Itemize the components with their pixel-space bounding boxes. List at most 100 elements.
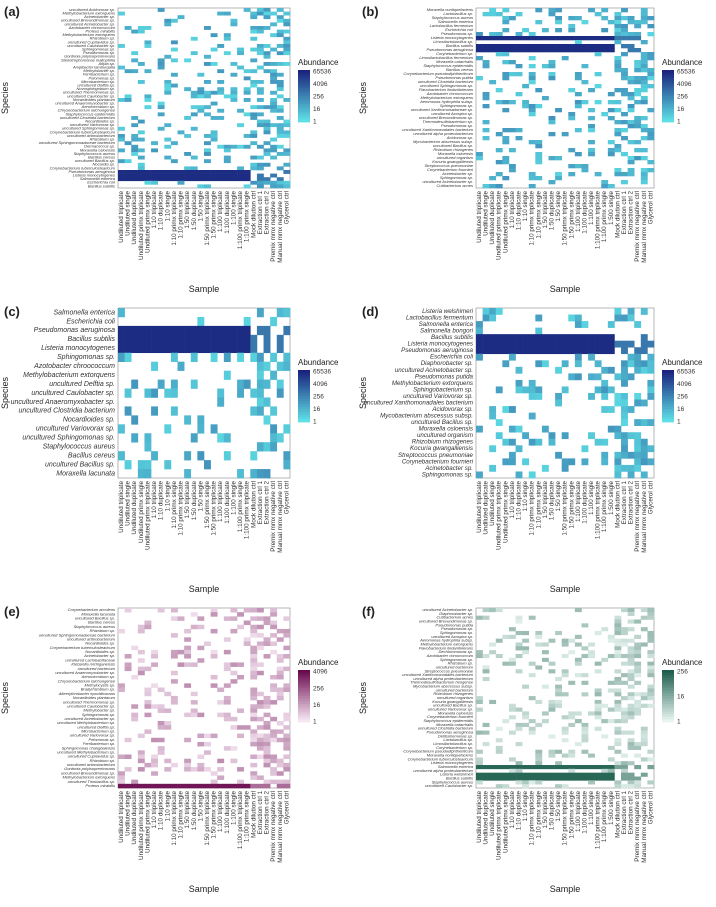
y-tick-label: Kocuria gwangalliensis — [410, 445, 473, 452]
heatmap-cell — [607, 768, 615, 773]
heatmap-cell — [243, 134, 251, 138]
heatmap-cell — [568, 24, 576, 29]
heatmap-cell — [640, 340, 648, 348]
heatmap-cell — [627, 650, 635, 655]
heatmap-cell — [157, 105, 165, 110]
heatmap-cell — [489, 642, 497, 647]
legend-gradient-step — [298, 696, 310, 699]
heatmap-cell — [489, 80, 497, 85]
heatmap-cell — [548, 699, 556, 705]
heatmap-cell — [601, 112, 609, 117]
heatmap-cell — [535, 438, 543, 446]
heatmap-cell — [640, 772, 648, 777]
x-tick-label: Undiluted triplicate — [476, 481, 483, 533]
heatmap-cell — [548, 116, 556, 121]
heatmap-cell — [515, 722, 523, 728]
heatmap-cell — [170, 700, 178, 705]
legend-tick-label: 1 — [677, 419, 681, 426]
heatmap-cell — [581, 36, 589, 41]
heatmap-cell — [263, 695, 271, 701]
y-tick-label: Staphylococcus aureus — [74, 151, 115, 156]
heatmap-cell — [217, 108, 225, 113]
heatmap-cell — [588, 108, 595, 113]
heatmap-cell — [508, 661, 516, 666]
heatmap-cell — [223, 695, 231, 701]
heatmap-cell — [614, 719, 622, 724]
heatmap-cell — [263, 704, 271, 709]
y-tick-label: Sphingomonas changbaiensis — [62, 745, 115, 750]
heatmap-cell — [250, 451, 258, 461]
heatmap-cell — [621, 347, 628, 355]
heatmap-cell — [204, 134, 211, 138]
heatmap-cell — [574, 48, 582, 53]
x-tick-label: 1:50 triplicate — [542, 481, 549, 519]
heatmap-cell — [647, 32, 655, 37]
heatmap-cell — [276, 388, 284, 398]
heatmap-cell — [607, 707, 615, 712]
x-tick-label: 1:10 duplicate — [158, 791, 165, 831]
heatmap-cell — [548, 347, 556, 355]
heatmap-cell — [634, 432, 642, 440]
heatmap-cell — [164, 758, 172, 764]
y-tick-label: uncultured alpha proteobacterium — [413, 131, 473, 136]
heatmap-cell — [581, 680, 589, 685]
heatmap-cell — [204, 334, 211, 345]
heatmap-cell — [548, 72, 556, 77]
y-axis-title: Species — [0, 681, 10, 714]
heatmap-cell — [627, 120, 635, 125]
heatmap-cell — [568, 776, 576, 781]
y-tick-label: Limosilactobacillus fermentum — [419, 55, 473, 60]
x-axis-title: Sample — [550, 884, 581, 894]
heatmap-cell — [476, 730, 483, 735]
y-tick-label: uncultured Brevundimonas sp. — [61, 18, 115, 23]
x-tick-label: 1:50 triplicate — [542, 191, 549, 229]
heatmap-cell — [495, 48, 503, 53]
panel-label: (c) — [4, 304, 20, 319]
heatmap-cell — [177, 130, 185, 135]
heatmap-cell — [124, 334, 132, 345]
heatmap-cell — [634, 100, 642, 105]
heatmap-cell — [561, 360, 569, 368]
x-tick-label: 1:10 primx triplicate — [171, 791, 178, 846]
heatmap-cell — [640, 148, 648, 153]
heatmap-cell — [263, 750, 271, 755]
heatmap-cell — [283, 712, 291, 718]
heatmap-cell — [237, 624, 244, 630]
heatmap-cell — [581, 653, 589, 659]
heatmap-cell — [607, 347, 615, 355]
heatmap-cell — [581, 776, 589, 781]
y-tick-label: Limosilactobacillus sp. — [433, 39, 473, 44]
heatmap-cell — [250, 662, 258, 667]
y-tick-label: Moraxella osloensis — [80, 147, 115, 152]
heatmap-cell — [243, 87, 251, 92]
heatmap-cell — [502, 719, 510, 724]
heatmap-cell — [197, 316, 205, 327]
heatmap-cell — [535, 327, 543, 335]
y-tick-label: Gordonia polyisoprenivorans — [64, 766, 115, 771]
heatmap-cell — [283, 779, 291, 785]
heatmap-cell — [495, 608, 503, 613]
heatmap-cell — [243, 725, 251, 730]
y-tick-label: uncultured organism — [437, 155, 474, 160]
x-tick-label: 1:100 triplicate — [217, 191, 224, 232]
heatmap-cell — [614, 308, 622, 315]
heatmap-cell — [250, 334, 258, 345]
y-tick-label: Pseudomonas putida — [435, 75, 473, 80]
heatmap-cell — [588, 48, 595, 53]
heatmap-cell — [581, 80, 589, 85]
heatmap-cell — [250, 155, 258, 160]
heatmap-cell — [270, 729, 278, 734]
y-tick-label: Methylobacterium extorquens — [421, 641, 473, 646]
legend-gradient-step — [298, 680, 310, 684]
heatmap-cell — [508, 776, 516, 781]
heatmap-cell — [489, 608, 497, 613]
heatmap-cell — [627, 608, 635, 613]
heatmap-cell — [151, 662, 158, 667]
heatmap-cell — [588, 334, 595, 341]
legend-tick-label: 65536 — [313, 369, 331, 376]
heatmap-cell — [170, 670, 178, 676]
heatmap-cell — [170, 170, 178, 174]
heatmap-cell — [263, 700, 271, 705]
heatmap-cell — [118, 424, 125, 434]
heatmap-cell — [270, 683, 278, 688]
